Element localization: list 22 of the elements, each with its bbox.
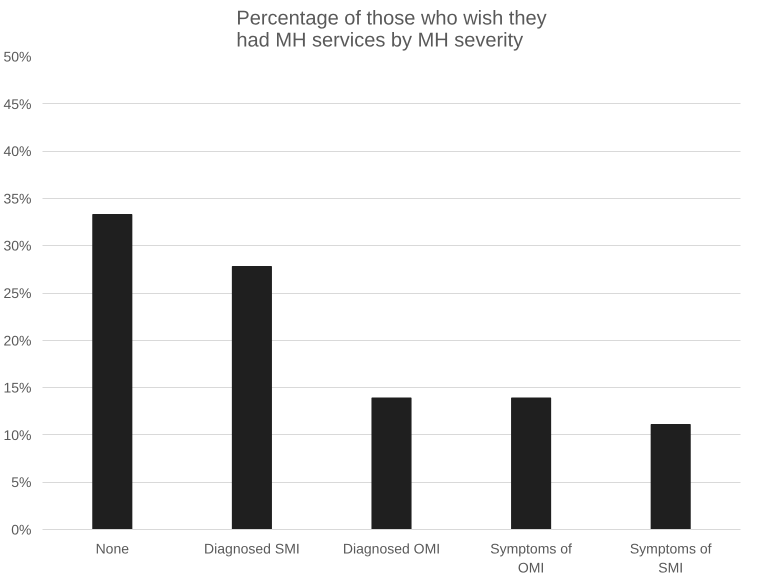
y-tick-label: 5% (11, 474, 32, 490)
y-tick-label: 20% (3, 332, 32, 348)
y-tick-label: 0% (11, 522, 32, 538)
bar (232, 266, 272, 530)
x-tick-label: Diagnosed SMI (204, 540, 300, 556)
x-tick-label: Diagnosed OMI (342, 540, 440, 556)
x-tick-label: Symptoms of SMI (630, 540, 712, 576)
y-tick-label: 10% (3, 426, 32, 443)
x-tick-label: None (96, 540, 130, 556)
bar (511, 398, 552, 530)
bar (371, 398, 412, 530)
y-tick-label: 40% (3, 143, 32, 160)
y-tick-label: 30% (3, 238, 32, 254)
y-tick-label: 35% (3, 190, 32, 206)
bar (650, 424, 691, 530)
y-tick-label: 50% (3, 48, 32, 64)
bar (92, 214, 132, 530)
y-tick-label: 15% (3, 380, 32, 396)
y-tick-label: 45% (3, 96, 32, 112)
x-tick-label: Symptoms of OMI (490, 540, 572, 576)
chart-title: Percentage of those who wish they had MH services by MH severity (236, 8, 547, 52)
y-tick-label: 25% (3, 285, 32, 301)
